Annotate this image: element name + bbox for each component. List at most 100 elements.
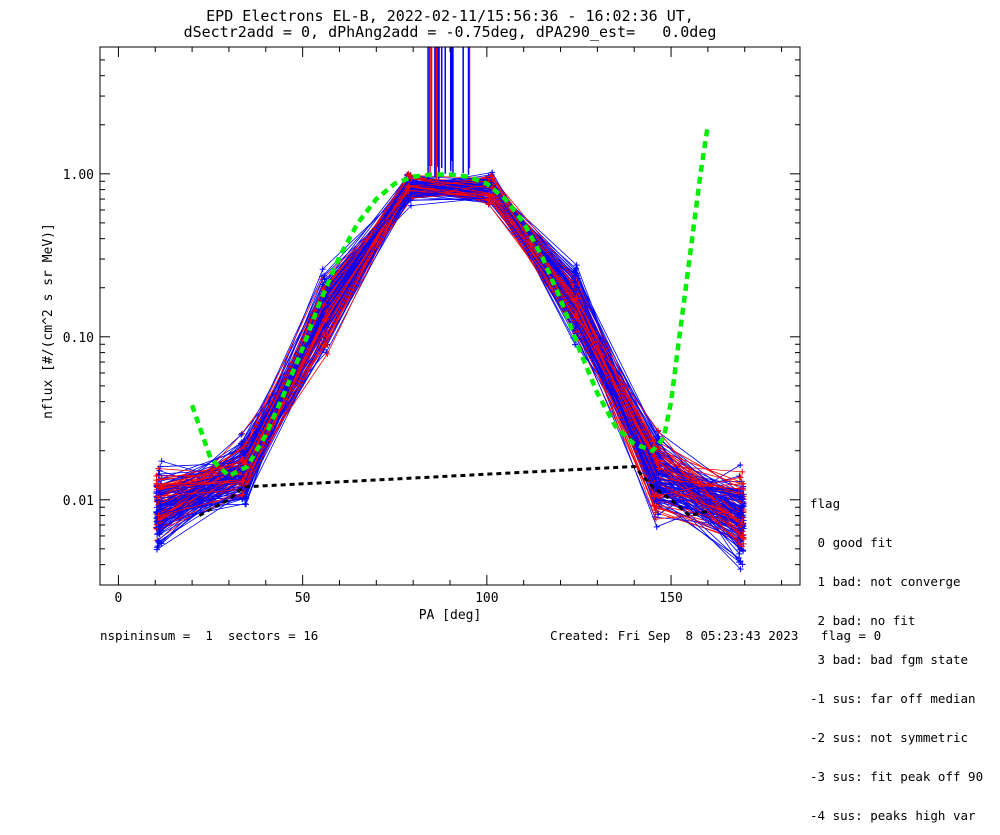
spectrum-point <box>489 175 496 182</box>
spectrum-point <box>574 321 581 328</box>
chart-title: EPD Electrons EL-B, 2022-02-11/15:56:36 … <box>206 7 694 25</box>
spectrum-point <box>158 540 165 547</box>
legend-item: 0 good fit <box>810 535 893 550</box>
spectrum-line <box>158 186 743 525</box>
spectra-lines <box>153 47 747 573</box>
spectrum-point <box>573 311 580 318</box>
spectrum-point <box>574 303 581 310</box>
legend-title: flag <box>810 496 841 511</box>
spectrum-point <box>157 492 164 499</box>
spectrum-line <box>157 183 743 526</box>
spectrum-point <box>652 482 659 489</box>
spectrum-point <box>155 539 162 546</box>
legend-item: -3 sus: fit peak off 90 <box>810 769 984 784</box>
chart-plot: 0 50 100 150 0.01 0.10 1.00 PA [deg] nflux [#/… <box>41 46 801 623</box>
spectrum-line <box>161 177 744 539</box>
spectrum-point <box>740 480 747 487</box>
spectrum-point <box>653 523 660 530</box>
spectrum-point <box>157 527 164 534</box>
spectrum-point <box>739 561 746 568</box>
flag-legend: flag 0 good fit 1 bad: not converge 2 ba… <box>810 471 983 835</box>
spectrum-point <box>739 468 746 475</box>
legend-item: 2 bad: no fit <box>810 613 916 628</box>
legend-item: 3 bad: bad fgm state <box>810 652 969 667</box>
spectrum-point <box>155 512 162 519</box>
legend-item: -2 sus: not symmetric <box>810 730 969 745</box>
spectrum-point <box>572 269 579 276</box>
spectrum-point <box>153 518 160 525</box>
spectrum-point <box>652 474 659 481</box>
y-tick-label: 1.00 <box>63 168 94 183</box>
footer-created: Created: Fri Sep 8 05:23:43 2023 flag = … <box>550 628 882 643</box>
spectrum-point <box>239 491 246 498</box>
spectrum-point <box>653 459 660 466</box>
spectrum-point <box>153 473 160 480</box>
spectrum-point <box>739 521 746 528</box>
fit-curve <box>189 124 711 479</box>
spectrum-point <box>322 316 329 323</box>
spectrum-point <box>572 314 579 321</box>
spectrum-point <box>651 502 658 509</box>
spectrum-point <box>569 296 576 303</box>
median-curve <box>198 464 709 518</box>
y-tick-label: 0.10 <box>63 331 94 346</box>
spectrum-point <box>157 463 164 470</box>
spectrum-point <box>156 467 163 474</box>
spectrum-point <box>153 488 160 495</box>
spectrum-point <box>736 541 743 548</box>
spectrum-point <box>158 476 165 483</box>
spectrum-point <box>158 481 165 488</box>
spectrum-point <box>737 462 744 469</box>
spectrum-point <box>737 474 744 481</box>
x-tick-label: 0 <box>115 591 123 606</box>
spectrum-point <box>737 566 744 573</box>
spectrum-point <box>652 468 659 475</box>
spectrum-point <box>738 528 745 535</box>
spectrum-point <box>158 458 165 465</box>
spectrum-point <box>488 191 495 198</box>
spectrum-line <box>158 178 742 527</box>
spectrum-point <box>737 514 744 521</box>
spectrum-line <box>159 182 741 535</box>
spectrum-line <box>161 186 741 570</box>
spectrum-point <box>404 194 411 201</box>
spectrum-point <box>238 439 245 446</box>
spectrum-point <box>650 438 657 445</box>
spectrum-point <box>324 333 331 340</box>
x-axis-label: PA [deg] <box>419 608 482 623</box>
chart-subtitle: dSectr2add = 0, dPhAng2add = -0.75deg, d… <box>183 23 717 41</box>
spectrum-point <box>405 187 412 194</box>
spectrum-point <box>157 503 164 510</box>
spectrum-point <box>573 262 580 269</box>
spectrum-point <box>241 459 248 466</box>
spectrum-point <box>242 500 249 507</box>
spectrum-point <box>737 494 744 501</box>
spectrum-point <box>320 301 327 308</box>
y-tick-label: 0.01 <box>63 494 94 509</box>
spectrum-point <box>655 465 662 472</box>
spectrum-point <box>739 502 746 509</box>
spectrum-point <box>738 546 745 553</box>
x-tick-label: 100 <box>475 591 498 606</box>
spectrum-point <box>240 450 247 457</box>
spectrum-point <box>570 288 577 295</box>
spectrum-point <box>156 531 163 538</box>
spectrum-point <box>321 272 328 279</box>
fit-curves <box>189 124 711 518</box>
spectrum-point <box>573 329 580 336</box>
legend-item: -1 sus: far off median <box>810 691 976 706</box>
spectrum-point <box>154 493 161 500</box>
spectrum-point <box>651 493 658 500</box>
legend-item: 1 bad: not converge <box>810 574 961 589</box>
spectrum-point <box>655 511 662 518</box>
spectrum-point <box>653 496 660 503</box>
spectrum-point <box>573 295 580 302</box>
spectrum-point <box>736 559 743 566</box>
spectrum-point <box>740 534 747 541</box>
spectrum-point <box>156 523 163 530</box>
x-tick-label: 50 <box>295 591 311 606</box>
spectrum-line <box>161 179 743 506</box>
x-tick-label: 150 <box>659 591 682 606</box>
legend-item: -4 sus: peaks high var <box>810 808 976 823</box>
spectrum-point <box>571 273 578 280</box>
